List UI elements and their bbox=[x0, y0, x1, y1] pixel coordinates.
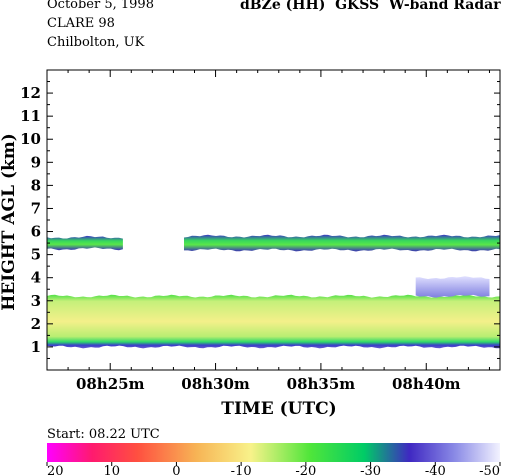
campaign-label: CLARE 98 bbox=[47, 16, 115, 31]
echo-layer bbox=[415, 276, 490, 298]
echo-layer bbox=[47, 235, 123, 251]
x-tick-label: 08h25m bbox=[76, 375, 145, 393]
colorbar-tick-label: -30 bbox=[360, 464, 381, 476]
date-label: October 5, 1998 bbox=[47, 0, 154, 12]
x-tick-label: 08h40m bbox=[392, 375, 461, 393]
x-tick-label: 08h35m bbox=[287, 375, 356, 393]
y-tick-label: 8 bbox=[31, 176, 41, 194]
colorbar-tick-label: 0 bbox=[172, 464, 180, 476]
echo-layer bbox=[184, 234, 500, 252]
chart-title: dBZe (HH) GKSS W-band Radar bbox=[240, 0, 501, 13]
colorbar-tick-label: -20 bbox=[295, 464, 316, 476]
colorbar-tick-label: -50 bbox=[479, 464, 500, 476]
y-tick-label: 9 bbox=[31, 153, 41, 171]
colorbar bbox=[47, 443, 500, 462]
y-axis-title: HEIGHT AGL (km) bbox=[0, 133, 19, 311]
y-tick-label: 12 bbox=[20, 84, 41, 102]
colorbar-tick-label: 20 bbox=[47, 464, 64, 476]
y-tick-label: 6 bbox=[31, 223, 41, 241]
x-tick-label: 08h30m bbox=[181, 375, 250, 393]
y-tick-label: 2 bbox=[31, 315, 41, 333]
colorbar-tick-label: -40 bbox=[425, 464, 446, 476]
y-tick-label: 3 bbox=[31, 292, 41, 310]
echo-layer bbox=[47, 294, 500, 349]
location-label: Chilbolton, UK bbox=[47, 35, 145, 50]
y-tick-label: 11 bbox=[20, 107, 41, 125]
colorbar-tick-label: 10 bbox=[103, 464, 120, 476]
y-tick-label: 10 bbox=[20, 130, 41, 148]
y-tick-label: 4 bbox=[31, 269, 41, 287]
start-time-label: Start: 08.22 UTC bbox=[47, 427, 160, 442]
colorbar-tick-label: -10 bbox=[231, 464, 252, 476]
x-axis-title: TIME (UTC) bbox=[221, 399, 336, 419]
y-tick-label: 5 bbox=[31, 246, 41, 264]
y-tick-label: 7 bbox=[31, 199, 41, 217]
y-tick-label: 1 bbox=[31, 338, 41, 356]
